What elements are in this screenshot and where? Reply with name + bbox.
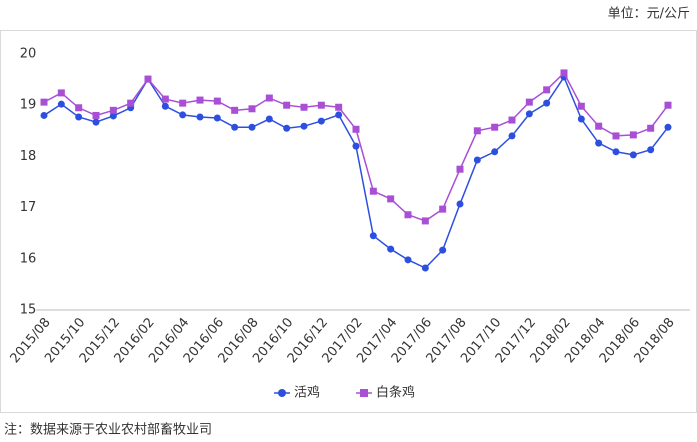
- marker: [612, 132, 620, 140]
- marker: [543, 99, 551, 107]
- marker: [92, 118, 100, 126]
- marker: [283, 101, 291, 109]
- marker: [40, 98, 48, 106]
- marker: [664, 123, 672, 131]
- marker: [75, 104, 83, 112]
- marker: [317, 101, 325, 109]
- marker: [248, 123, 256, 131]
- marker: [231, 106, 239, 114]
- series-line: [43, 75, 669, 269]
- marker: [664, 101, 672, 109]
- marker: [456, 200, 464, 208]
- marker: [196, 96, 204, 104]
- marker: [421, 217, 429, 225]
- y-tick-label: 18: [20, 149, 37, 164]
- marker: [231, 123, 239, 131]
- unit-label: 单位：元/公斤: [608, 7, 690, 22]
- marker: [300, 122, 308, 130]
- legend-label: 白条鸡: [376, 385, 415, 401]
- legend-marker: [360, 389, 368, 397]
- marker: [161, 102, 169, 110]
- marker: [57, 100, 65, 108]
- y-tick-label: 16: [20, 251, 37, 266]
- marker: [577, 115, 585, 123]
- marker: [421, 264, 429, 272]
- marker: [525, 110, 533, 118]
- marker: [595, 122, 603, 130]
- marker: [647, 124, 655, 132]
- marker: [473, 156, 481, 164]
- marker: [109, 112, 117, 120]
- marker: [577, 102, 585, 110]
- marker: [595, 139, 603, 147]
- marker: [92, 111, 100, 119]
- marker: [265, 115, 273, 123]
- marker: [283, 124, 291, 132]
- marker: [40, 111, 48, 119]
- marker: [179, 111, 187, 119]
- marker: [647, 146, 655, 154]
- marker: [456, 165, 464, 173]
- marker: [248, 105, 256, 113]
- marker: [369, 187, 377, 195]
- marker: [213, 114, 221, 122]
- marker: [560, 69, 568, 77]
- marker: [629, 151, 637, 159]
- marker: [387, 195, 395, 203]
- marker: [109, 106, 117, 114]
- marker: [369, 232, 377, 240]
- y-tick-label: 20: [20, 47, 37, 62]
- marker: [525, 98, 533, 106]
- marker: [127, 99, 135, 107]
- marker: [335, 111, 343, 119]
- marker: [508, 116, 516, 124]
- marker: [57, 89, 65, 97]
- marker: [317, 117, 325, 125]
- marker: [473, 127, 481, 135]
- marker: [543, 86, 551, 94]
- marker: [491, 123, 499, 131]
- marker: [75, 113, 83, 121]
- marker: [439, 205, 447, 213]
- chart-frame: [0, 30, 697, 413]
- marker: [196, 113, 204, 121]
- marker: [491, 148, 499, 156]
- marker: [161, 95, 169, 103]
- marker: [439, 246, 447, 254]
- marker: [300, 103, 308, 111]
- source-note: 注：数据来源于农业农村部畜牧业司: [4, 422, 212, 438]
- marker: [265, 94, 273, 102]
- marker: [612, 148, 620, 156]
- marker: [335, 103, 343, 111]
- legend-marker: [278, 389, 286, 397]
- marker: [352, 125, 360, 133]
- y-tick-label: 17: [20, 200, 37, 215]
- marker: [629, 131, 637, 139]
- legend-label: 活鸡: [294, 385, 320, 401]
- y-tick-label: 15: [20, 303, 37, 318]
- marker: [404, 256, 412, 264]
- marker: [179, 99, 187, 107]
- marker: [508, 132, 516, 140]
- marker: [352, 142, 360, 150]
- marker: [387, 245, 395, 253]
- y-tick-label: 19: [20, 98, 37, 113]
- marker: [404, 211, 412, 219]
- marker: [144, 75, 152, 83]
- marker: [213, 97, 221, 105]
